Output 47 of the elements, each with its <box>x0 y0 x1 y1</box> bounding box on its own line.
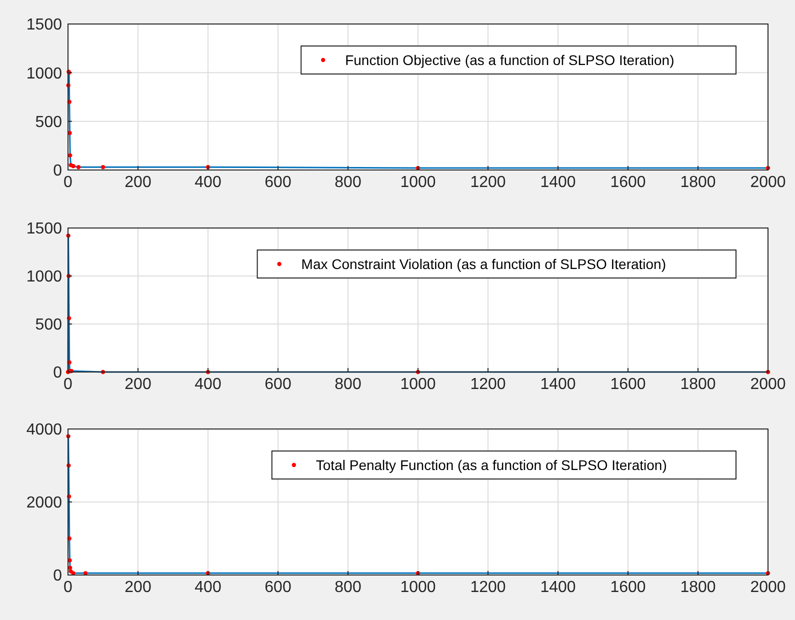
y-tick-label: 1000 <box>26 65 62 82</box>
x-tick-label: 1800 <box>680 174 716 191</box>
x-tick-label: 1800 <box>680 579 716 596</box>
y-tick-label: 1500 <box>26 220 62 238</box>
x-tick-label: 2000 <box>750 174 786 191</box>
legend-label: Function Objective (as a function of SLPSO Iteration) <box>345 52 674 68</box>
x-tick-label: 1600 <box>610 174 646 191</box>
x-tick-label: 1200 <box>470 174 506 191</box>
y-tick-label: 1500 <box>26 16 62 34</box>
x-tick-label: 1600 <box>610 579 646 596</box>
y-tick-label: 1000 <box>26 268 62 286</box>
y-tick-label: 0 <box>53 162 62 180</box>
x-tick-label: 1400 <box>540 579 576 596</box>
x-tick-label: 0 <box>64 579 73 596</box>
x-tick-label: 1400 <box>540 376 576 393</box>
x-tick-label: 1600 <box>610 376 646 393</box>
x-tick-label: 800 <box>334 579 362 596</box>
legend-label: Max Constraint Violation (as a function of SLPSO Iteration) <box>301 256 666 272</box>
x-tick-label: 200 <box>124 579 152 596</box>
y-tick-label: 0 <box>53 364 62 382</box>
y-tick-label: 500 <box>35 316 62 334</box>
x-tick-label: 2000 <box>750 579 786 596</box>
x-tick-label: 200 <box>124 376 152 393</box>
x-tick-label: 400 <box>194 376 222 393</box>
y-tick-label: 4000 <box>26 422 62 439</box>
y-tick-label: 2000 <box>26 494 62 512</box>
x-tick-label: 1400 <box>540 174 576 191</box>
x-tick-label: 600 <box>264 174 292 191</box>
x-tick-label: 400 <box>194 174 222 191</box>
x-tick-label: 400 <box>194 579 222 596</box>
x-tick-label: 1200 <box>470 376 506 393</box>
x-tick-label: 0 <box>64 376 73 393</box>
x-tick-label: 2000 <box>750 376 786 393</box>
x-tick-label: 1000 <box>400 174 436 191</box>
x-tick-label: 600 <box>264 579 292 596</box>
x-tick-label: 800 <box>334 376 362 393</box>
legend-label: Total Penalty Function (as a function of SLPSO Iteration) <box>316 456 667 473</box>
x-tick-label: 200 <box>124 174 152 191</box>
x-tick-label: 1800 <box>680 376 716 393</box>
x-tick-label: 1200 <box>470 579 506 596</box>
x-tick-label: 1000 <box>400 579 436 596</box>
y-tick-label: 0 <box>53 568 62 585</box>
x-tick-label: 0 <box>64 174 73 191</box>
y-tick-label: 500 <box>35 114 62 131</box>
x-tick-label: 1000 <box>400 376 436 393</box>
x-tick-label: 600 <box>264 376 292 393</box>
x-tick-label: 800 <box>334 174 362 191</box>
